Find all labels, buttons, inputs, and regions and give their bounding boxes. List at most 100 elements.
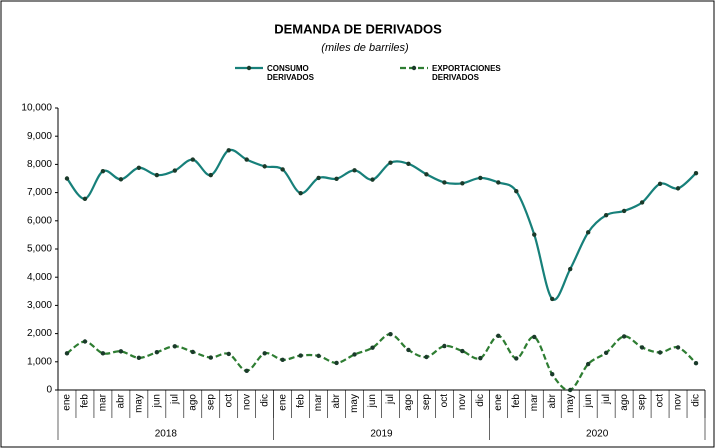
point [172,344,178,349]
legend-marker [246,65,252,71]
point [172,168,178,173]
x-tick-label: ago [403,394,414,411]
point [262,351,267,356]
point [657,350,663,355]
point [370,177,375,182]
y-tick-label: 5,000 [27,244,52,255]
point [621,208,627,214]
legend-label: EXPORTACIONES DERIVADOS [432,64,501,82]
point [316,353,321,359]
point [244,157,249,162]
point [639,200,645,205]
y-tick-label: 3,000 [27,300,52,311]
x-tick-label: mar [98,393,109,411]
point [496,180,501,185]
point [370,345,375,350]
y-tick-label: 6,000 [27,215,52,226]
point [603,212,609,218]
y-tick-label: 4,000 [27,272,52,283]
x-tick-label: jul [169,394,180,405]
x-tick-label: oct [223,394,234,408]
point [460,348,465,354]
y-tick-label: 8,000 [27,159,52,170]
point [190,349,195,355]
x-tick-label: dic [475,394,486,407]
point [64,351,70,356]
point [568,266,573,272]
point [190,157,195,162]
x-tick-label: jun [367,394,378,408]
point [280,357,285,363]
x-tick-label: sep [205,394,216,411]
point [424,172,429,177]
x-tick-label: jul [601,394,612,405]
point [442,180,447,185]
point [244,368,249,374]
y-tick-label: 7,000 [27,187,52,198]
point [118,177,124,182]
point [226,351,231,357]
point [532,334,537,340]
x-tick-label: nov [241,394,252,410]
point [298,190,303,196]
point [496,333,501,339]
x-tick-label: jun [151,394,162,408]
legend-marker [411,65,417,71]
point [514,356,519,361]
point [675,186,681,191]
point [514,188,519,194]
point [352,352,357,357]
point [100,168,106,174]
x-tick-label: may [134,394,145,413]
point [82,196,88,202]
x-tick-label: feb [511,394,522,408]
point [550,296,555,302]
point [550,372,555,377]
x-tick-label: mar [313,393,324,411]
x-tick-label: feb [80,394,91,408]
x-tick-label: ene [277,394,288,411]
point [64,176,70,181]
point [406,161,411,167]
point [118,349,124,354]
year-label: 2018 [155,429,178,440]
point [568,387,573,393]
point [262,164,267,169]
x-tick-label: dic [691,394,702,407]
y-tick-label: 9,000 [27,131,52,142]
point [693,361,699,366]
point [352,168,357,173]
point [388,160,393,165]
point [621,334,627,339]
point [82,339,88,344]
point [226,148,231,153]
x-tick-label: may [565,394,576,413]
x-tick-label: dic [259,394,270,407]
y-tick-label: 2,000 [27,328,52,339]
point [208,172,213,178]
point [334,176,339,181]
point [100,351,106,356]
point [532,232,537,237]
x-tick-label: ene [62,394,73,411]
point [693,170,699,176]
x-tick-label: jul [385,394,396,405]
chart-subtitle: (miles de barriles) [321,42,409,54]
x-tick-label: sep [421,394,432,411]
point [334,360,339,366]
point [316,175,321,181]
series-line [66,148,697,301]
point [585,361,591,367]
x-tick-label: feb [295,394,306,408]
point [675,345,681,350]
x-tick-label: nov [673,394,684,410]
point [154,350,160,355]
point [154,172,160,178]
point [388,331,393,337]
point [478,175,483,181]
point [603,350,609,355]
point [424,354,429,360]
